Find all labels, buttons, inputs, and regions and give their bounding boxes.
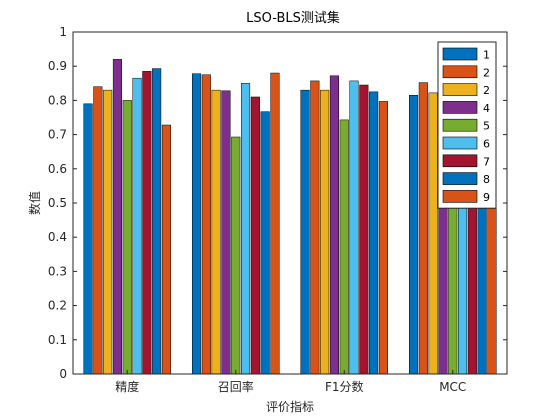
bar-4-3 — [428, 92, 438, 375]
y-tick-label: 0.4 — [48, 230, 67, 244]
legend: 1 2 2 4 5 6 7 8 9 — [437, 41, 497, 209]
bar-2-6 — [241, 83, 251, 375]
x-tick-label: 精度 — [115, 379, 139, 394]
bar-1-6 — [132, 77, 142, 375]
legend-label: 2 — [483, 66, 490, 79]
bar-3-1 — [300, 89, 310, 375]
y-tick-label: 0.6 — [48, 162, 67, 176]
x-axis-label: 评价指标 — [266, 399, 314, 414]
bar-3-7 — [359, 84, 369, 375]
bars — [83, 59, 497, 375]
x-tick-label: 召回率 — [218, 379, 254, 394]
x-tick-label: F1分数 — [325, 379, 364, 394]
legend-swatch — [442, 101, 478, 114]
bar-3-8 — [369, 91, 379, 375]
bar-2-4 — [221, 90, 231, 375]
y-tick-label: 1 — [59, 25, 67, 39]
legend-label: 1 — [483, 49, 490, 62]
bar-1-3 — [103, 89, 113, 375]
bar-3-2 — [310, 80, 320, 375]
y-tick-label: 0.8 — [48, 93, 67, 107]
bar-4-2 — [418, 82, 428, 375]
bar-1-5 — [122, 100, 132, 375]
legend-label: 7 — [483, 155, 490, 168]
y-tick-label: 0.9 — [48, 59, 67, 73]
legend-label: 5 — [483, 120, 490, 133]
legend-swatch — [442, 154, 478, 168]
bar-1-2 — [93, 86, 103, 375]
y-tick-label: 0.1 — [48, 333, 67, 347]
bar-2-1 — [192, 73, 202, 375]
bar-1-7 — [142, 71, 152, 375]
y-tick-label: 0.3 — [48, 264, 67, 278]
legend-label: 8 — [483, 173, 490, 186]
legend-swatch — [442, 47, 478, 61]
bar-2-9 — [270, 72, 280, 375]
bar-2-5 — [231, 136, 241, 375]
bar-3-4 — [329, 75, 339, 375]
bar-2-8 — [260, 111, 270, 375]
bar-4-1 — [409, 95, 419, 375]
x-tick-label: MCC — [439, 380, 466, 394]
y-tick-label: 0 — [59, 367, 67, 381]
x-ticks: 精度 召回率 F1分数 MCC — [115, 370, 466, 394]
bar-3-3 — [320, 89, 330, 375]
legend-swatch — [442, 118, 478, 132]
bar-3-6 — [349, 80, 359, 375]
chart-title: LSO-BLS测试集 — [246, 10, 340, 26]
bar-2-2 — [201, 74, 211, 375]
legend-swatch — [442, 136, 478, 150]
legend-swatch — [442, 190, 478, 203]
plot-frame — [72, 31, 508, 375]
y-tick-label: 0.5 — [48, 196, 67, 210]
bar-3-9 — [378, 101, 388, 375]
bar-1-9 — [161, 124, 171, 375]
legend-label: 2 — [483, 84, 490, 97]
bar-2-7 — [250, 96, 260, 375]
bar-1-1 — [83, 103, 93, 375]
bar-1-8 — [152, 68, 162, 375]
legend-label: 9 — [483, 191, 490, 204]
bar-1-4 — [112, 59, 123, 375]
legend-swatch — [442, 65, 478, 79]
bar-2-3 — [211, 89, 221, 375]
bar-3-5 — [339, 119, 349, 375]
legend-swatch — [442, 172, 478, 185]
y-tick-label: 0.7 — [48, 128, 67, 142]
y-tick-label: 0.2 — [48, 299, 67, 313]
legend-label: 6 — [483, 138, 490, 151]
y-ticks: 0 0.1 0.2 0.3 0.4 0.5 0.6 0.7 0.8 0.9 1 — [48, 25, 507, 381]
y-axis-label: 数值 — [27, 191, 42, 215]
legend-label: 4 — [483, 102, 490, 115]
legend-swatch — [442, 83, 478, 96]
